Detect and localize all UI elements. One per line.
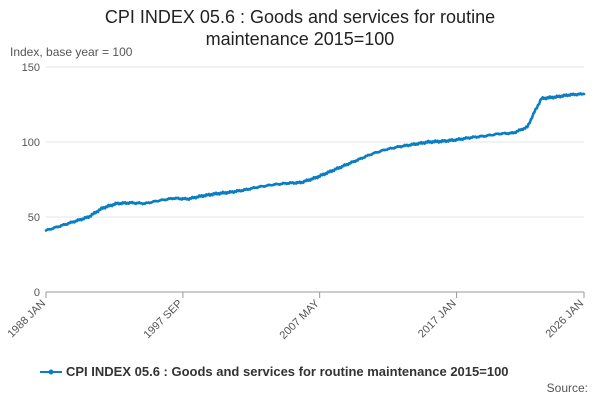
data-point[interactable] <box>523 127 527 130</box>
x-tick-label: 2017 JAN <box>416 298 459 341</box>
legend-swatch <box>40 369 62 374</box>
chart-title-line-2: maintenance 2015=100 <box>205 29 395 49</box>
x-tick-label: 2026 JAN <box>543 298 586 341</box>
data-point[interactable] <box>535 106 539 110</box>
legend-label: CPI INDEX 05.6 : Goods and services for … <box>66 364 509 379</box>
data-point[interactable] <box>533 110 536 114</box>
x-tick-label: 2007 MAY <box>278 297 323 342</box>
data-point[interactable] <box>325 172 329 176</box>
series-layer <box>44 92 586 232</box>
data-point[interactable] <box>82 217 86 221</box>
data-point[interactable] <box>339 166 343 170</box>
y-tick-label: 150 <box>22 62 40 74</box>
data-point[interactable] <box>318 175 322 178</box>
source-label: Source: <box>546 381 588 395</box>
data-point[interactable] <box>89 215 93 218</box>
axes: 0 50 100 150 1988 JAN 1997 SEP 2007 MAY 2017 JA… <box>5 62 586 342</box>
data-point[interactable] <box>96 210 100 214</box>
x-tick-label: 1997 SEP <box>142 298 186 342</box>
y-axis-label: Index, base year = 100 <box>10 45 133 59</box>
chart-title-line-1: CPI INDEX 05.6 : Goods and services for … <box>104 7 496 27</box>
chart-title: CPI INDEX 05.6 : Goods and services for … <box>0 6 600 50</box>
line-chart: 0 50 100 150 1988 JAN 1997 SEP 2007 MAY 2017 JA… <box>5 62 586 342</box>
data-point[interactable] <box>528 121 532 125</box>
x-tick-label: 1988 JAN <box>5 298 48 341</box>
data-point[interactable] <box>537 102 541 106</box>
data-point[interactable] <box>113 203 116 207</box>
data-point[interactable] <box>582 92 586 96</box>
data-point[interactable] <box>526 125 529 129</box>
data-point[interactable] <box>332 169 336 173</box>
data-point[interactable] <box>530 116 534 120</box>
data-point[interactable] <box>98 208 102 212</box>
y-tick-label: 50 <box>28 212 40 224</box>
y-tick-label: 0 <box>34 287 40 299</box>
series-line[interactable] <box>45 92 585 232</box>
y-tick-label: 100 <box>22 137 40 149</box>
legend[interactable]: CPI INDEX 05.6 : Goods and services for … <box>40 364 509 379</box>
